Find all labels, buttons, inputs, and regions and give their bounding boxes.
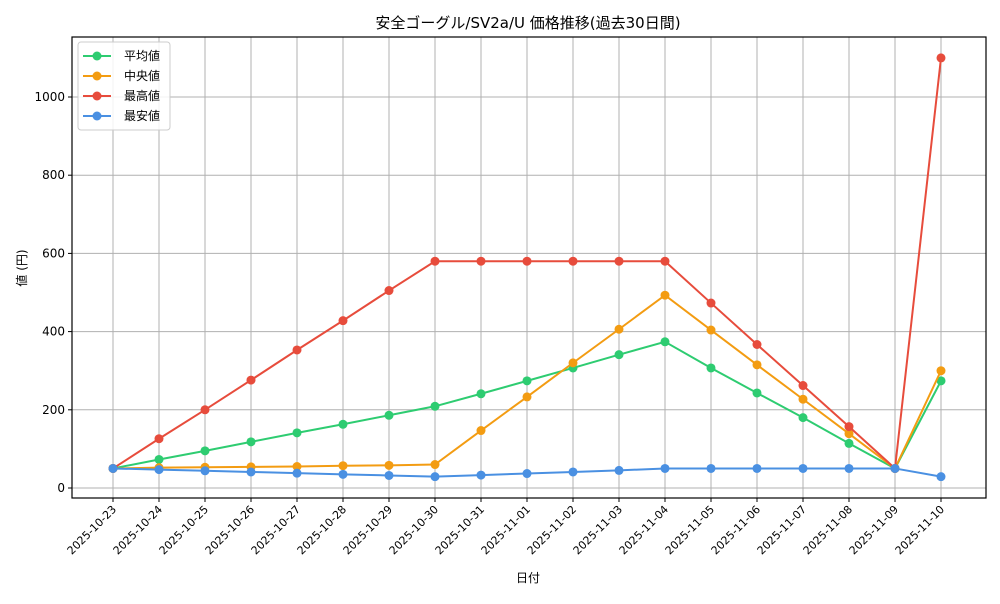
- data-point: [568, 358, 578, 368]
- legend-marker-icon: [92, 71, 102, 81]
- data-point: [292, 345, 302, 355]
- legend-marker-icon: [92, 51, 102, 61]
- legend-label: 最安値: [124, 108, 160, 123]
- y-tick-label: 400: [42, 325, 65, 339]
- data-point: [430, 256, 440, 266]
- x-tick-label: 2025-11-10: [893, 503, 947, 557]
- legend-label: 平均値: [124, 48, 160, 63]
- legend-marker-icon: [92, 111, 102, 121]
- data-point: [844, 463, 854, 473]
- data-point: [660, 290, 670, 300]
- y-tick-label: 1000: [34, 90, 65, 104]
- data-point: [338, 316, 348, 326]
- data-point: [660, 256, 670, 266]
- data-point: [384, 410, 394, 420]
- legend-box: [77, 41, 171, 131]
- y-tick-label: 0: [57, 481, 65, 495]
- data-point: [292, 428, 302, 438]
- y-tick-label: 600: [42, 246, 65, 260]
- data-point: [614, 324, 624, 334]
- data-point: [384, 460, 394, 470]
- data-point: [522, 256, 532, 266]
- series-0: [108, 337, 946, 473]
- data-point: [752, 463, 762, 473]
- data-point: [706, 463, 716, 473]
- data-point: [338, 469, 348, 479]
- data-point: [522, 469, 532, 479]
- data-point: [108, 463, 118, 473]
- data-point: [338, 419, 348, 429]
- data-point: [844, 438, 854, 448]
- data-point: [246, 437, 256, 447]
- x-axis-label: 日付: [516, 571, 540, 585]
- series-lines: [108, 53, 946, 482]
- data-point: [200, 466, 210, 476]
- data-point: [246, 375, 256, 385]
- data-point: [200, 446, 210, 456]
- data-point: [246, 467, 256, 477]
- data-point: [200, 405, 210, 415]
- data-point: [292, 461, 302, 471]
- y-axis-label: 値 (円): [14, 249, 29, 286]
- plot-frame: [71, 36, 987, 499]
- data-point: [798, 413, 808, 423]
- data-point: [936, 53, 946, 63]
- data-point: [614, 350, 624, 360]
- data-point: [568, 467, 578, 477]
- data-point: [154, 454, 164, 464]
- data-point: [430, 472, 440, 482]
- data-point: [844, 422, 854, 432]
- legend-label: 最高値: [124, 88, 160, 103]
- legend-label: 中央値: [124, 68, 160, 83]
- y-tick-label: 200: [42, 403, 65, 417]
- data-point: [384, 470, 394, 480]
- data-point: [338, 461, 348, 471]
- data-point: [752, 388, 762, 398]
- data-point: [292, 468, 302, 478]
- x-axis-ticks: 2025-10-232025-10-242025-10-252025-10-26…: [65, 498, 947, 557]
- data-point: [844, 429, 854, 439]
- data-point: [936, 472, 946, 482]
- data-point: [154, 465, 164, 475]
- y-tick-label: 800: [42, 168, 65, 182]
- data-point: [936, 376, 946, 386]
- data-point: [706, 298, 716, 308]
- chart-title: 安全ゴーグル/SV2a/U 価格推移(過去30日間): [375, 14, 680, 32]
- legend-marker-icon: [92, 91, 102, 101]
- data-point: [154, 434, 164, 444]
- data-point: [614, 256, 624, 266]
- data-point: [476, 389, 486, 399]
- data-point: [384, 286, 394, 296]
- data-point: [798, 381, 808, 391]
- data-point: [430, 401, 440, 411]
- y-axis-ticks: 0 200 400 600 800 1000: [34, 90, 72, 495]
- data-point: [706, 363, 716, 373]
- data-point: [798, 463, 808, 473]
- data-point: [614, 465, 624, 475]
- data-point: [430, 460, 440, 470]
- data-point: [798, 394, 808, 404]
- data-point: [706, 325, 716, 335]
- data-point: [522, 376, 532, 386]
- data-point: [568, 256, 578, 266]
- data-point: [660, 463, 670, 473]
- data-point: [476, 426, 486, 436]
- data-point: [476, 470, 486, 480]
- data-point: [522, 392, 532, 402]
- data-point: [752, 340, 762, 350]
- data-point: [890, 463, 900, 473]
- series-3: [108, 463, 946, 482]
- series-2: [108, 53, 946, 473]
- data-point: [476, 256, 486, 266]
- data-point: [752, 360, 762, 370]
- data-point: [660, 337, 670, 347]
- data-point: [936, 366, 946, 376]
